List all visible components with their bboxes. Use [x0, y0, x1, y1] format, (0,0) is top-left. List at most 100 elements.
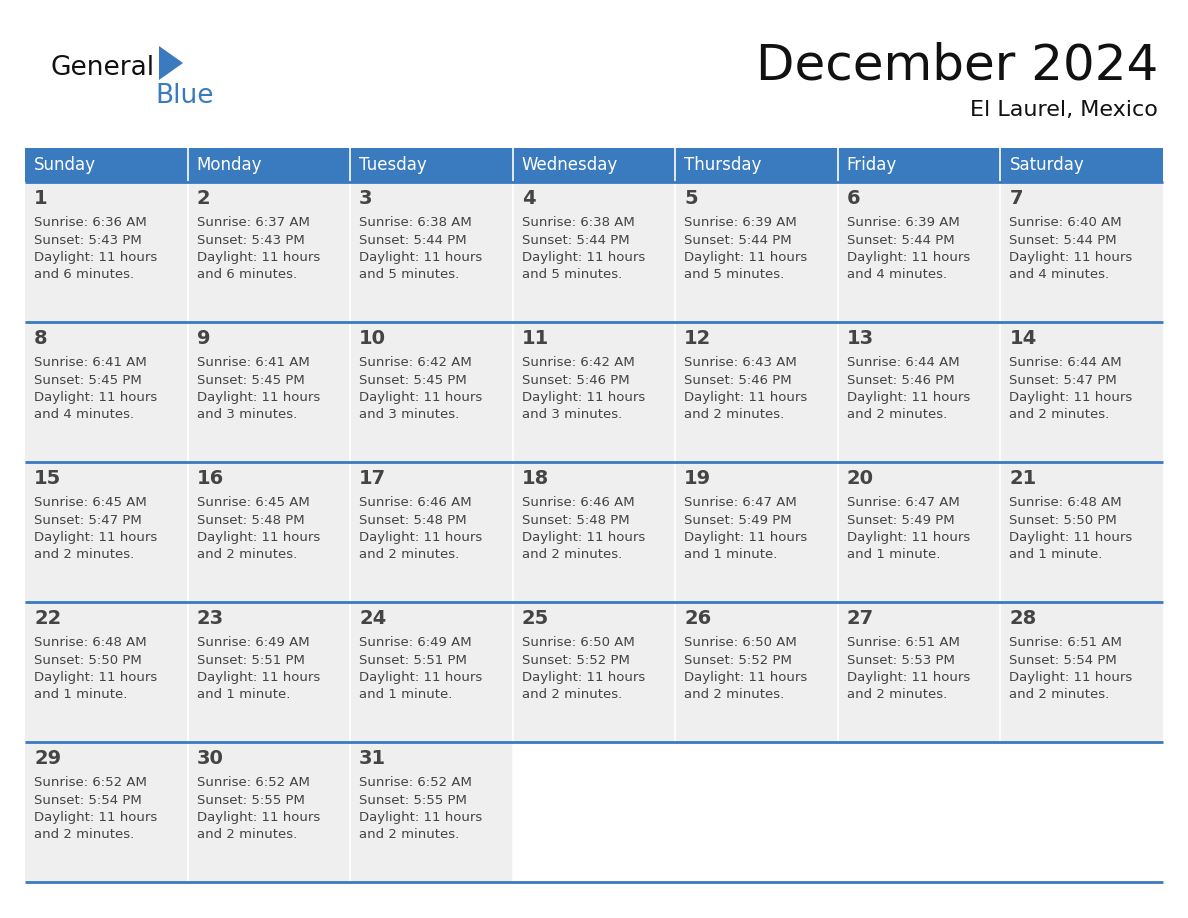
Text: 31: 31	[359, 748, 386, 767]
Text: Sunrise: 6:50 AM: Sunrise: 6:50 AM	[684, 635, 797, 648]
Text: Sunset: 5:53 PM: Sunset: 5:53 PM	[847, 654, 955, 666]
Text: Sunset: 5:54 PM: Sunset: 5:54 PM	[34, 793, 141, 807]
Text: Sunrise: 6:48 AM: Sunrise: 6:48 AM	[1010, 496, 1121, 509]
Bar	[513, 182, 675, 322]
Text: 11: 11	[522, 329, 549, 348]
Text: Sunset: 5:44 PM: Sunset: 5:44 PM	[847, 233, 954, 247]
Text: and 2 minutes.: and 2 minutes.	[522, 548, 623, 562]
Bar	[350, 602, 513, 742]
Text: Sunset: 5:45 PM: Sunset: 5:45 PM	[196, 374, 304, 386]
Text: Sunrise: 6:44 AM: Sunrise: 6:44 AM	[1010, 355, 1121, 368]
Text: Sunrise: 6:38 AM: Sunrise: 6:38 AM	[522, 216, 634, 229]
Text: 14: 14	[1010, 329, 1037, 348]
Text: General: General	[50, 55, 154, 81]
Text: and 3 minutes.: and 3 minutes.	[196, 409, 297, 421]
Text: 23: 23	[196, 609, 223, 628]
Text: Sunset: 5:43 PM: Sunset: 5:43 PM	[196, 233, 304, 247]
Text: Sunset: 5:45 PM: Sunset: 5:45 PM	[34, 374, 141, 386]
Bar	[1000, 462, 1163, 602]
Bar	[513, 602, 675, 742]
Text: 18: 18	[522, 468, 549, 487]
Text: and 3 minutes.: and 3 minutes.	[522, 409, 623, 421]
Text: Sunset: 5:52 PM: Sunset: 5:52 PM	[522, 654, 630, 666]
Bar	[25, 742, 188, 882]
Text: and 5 minutes.: and 5 minutes.	[684, 268, 784, 282]
Text: Sunset: 5:44 PM: Sunset: 5:44 PM	[684, 233, 792, 247]
Text: Sunrise: 6:36 AM: Sunrise: 6:36 AM	[34, 216, 147, 229]
Bar	[675, 462, 838, 602]
Text: Sunrise: 6:47 AM: Sunrise: 6:47 AM	[684, 496, 797, 509]
Text: 6: 6	[847, 188, 860, 207]
Text: Daylight: 11 hours: Daylight: 11 hours	[34, 812, 157, 824]
Text: Sunset: 5:51 PM: Sunset: 5:51 PM	[359, 654, 467, 666]
Bar	[513, 742, 675, 882]
Text: Friday: Friday	[847, 156, 897, 174]
Text: Daylight: 11 hours: Daylight: 11 hours	[196, 812, 320, 824]
Text: and 5 minutes.: and 5 minutes.	[522, 268, 623, 282]
Text: 2: 2	[196, 188, 210, 207]
Text: 5: 5	[684, 188, 697, 207]
Bar	[838, 322, 1000, 462]
Text: Sunset: 5:45 PM: Sunset: 5:45 PM	[359, 374, 467, 386]
Text: 20: 20	[847, 468, 874, 487]
Text: Daylight: 11 hours: Daylight: 11 hours	[359, 812, 482, 824]
Text: 1: 1	[34, 188, 48, 207]
Text: Sunrise: 6:41 AM: Sunrise: 6:41 AM	[196, 355, 309, 368]
Text: Sunrise: 6:49 AM: Sunrise: 6:49 AM	[359, 635, 472, 648]
Text: Sunrise: 6:52 AM: Sunrise: 6:52 AM	[196, 776, 309, 789]
Text: 8: 8	[34, 329, 48, 348]
Text: El Laurel, Mexico: El Laurel, Mexico	[971, 100, 1158, 120]
Text: Sunrise: 6:41 AM: Sunrise: 6:41 AM	[34, 355, 147, 368]
Bar	[188, 182, 350, 322]
Text: and 2 minutes.: and 2 minutes.	[684, 409, 784, 421]
Text: Sunrise: 6:46 AM: Sunrise: 6:46 AM	[359, 496, 472, 509]
Text: and 1 minute.: and 1 minute.	[196, 688, 290, 701]
Text: Wednesday: Wednesday	[522, 156, 618, 174]
Text: and 2 minutes.: and 2 minutes.	[522, 688, 623, 701]
Bar	[25, 602, 188, 742]
Text: Daylight: 11 hours: Daylight: 11 hours	[359, 252, 482, 264]
Text: Sunset: 5:55 PM: Sunset: 5:55 PM	[359, 793, 467, 807]
Text: and 1 minute.: and 1 minute.	[1010, 548, 1102, 562]
Text: and 2 minutes.: and 2 minutes.	[847, 688, 947, 701]
Bar	[675, 182, 838, 322]
Text: and 5 minutes.: and 5 minutes.	[359, 268, 460, 282]
Text: and 2 minutes.: and 2 minutes.	[1010, 688, 1110, 701]
Text: Sunset: 5:43 PM: Sunset: 5:43 PM	[34, 233, 141, 247]
Text: Daylight: 11 hours: Daylight: 11 hours	[522, 532, 645, 544]
Text: and 2 minutes.: and 2 minutes.	[196, 829, 297, 842]
Bar	[350, 462, 513, 602]
Text: Sunrise: 6:51 AM: Sunrise: 6:51 AM	[847, 635, 960, 648]
Text: Sunrise: 6:45 AM: Sunrise: 6:45 AM	[196, 496, 309, 509]
Text: Sunrise: 6:39 AM: Sunrise: 6:39 AM	[684, 216, 797, 229]
Text: Daylight: 11 hours: Daylight: 11 hours	[196, 532, 320, 544]
Text: Daylight: 11 hours: Daylight: 11 hours	[684, 671, 808, 685]
Text: Sunset: 5:47 PM: Sunset: 5:47 PM	[34, 513, 141, 527]
Text: and 1 minute.: and 1 minute.	[847, 548, 940, 562]
Text: Sunset: 5:49 PM: Sunset: 5:49 PM	[847, 513, 954, 527]
Text: and 2 minutes.: and 2 minutes.	[196, 548, 297, 562]
Text: Daylight: 11 hours: Daylight: 11 hours	[522, 252, 645, 264]
Text: and 1 minute.: and 1 minute.	[684, 548, 778, 562]
Text: Sunset: 5:44 PM: Sunset: 5:44 PM	[1010, 233, 1117, 247]
Text: 10: 10	[359, 329, 386, 348]
Text: 24: 24	[359, 609, 386, 628]
Bar	[25, 182, 188, 322]
Text: Daylight: 11 hours: Daylight: 11 hours	[34, 532, 157, 544]
Text: Sunrise: 6:44 AM: Sunrise: 6:44 AM	[847, 355, 960, 368]
Text: 25: 25	[522, 609, 549, 628]
Text: and 2 minutes.: and 2 minutes.	[34, 829, 134, 842]
Text: Sunset: 5:46 PM: Sunset: 5:46 PM	[684, 374, 792, 386]
Bar	[188, 462, 350, 602]
Text: and 6 minutes.: and 6 minutes.	[34, 268, 134, 282]
Text: Sunrise: 6:52 AM: Sunrise: 6:52 AM	[34, 776, 147, 789]
Text: and 2 minutes.: and 2 minutes.	[1010, 409, 1110, 421]
Text: 15: 15	[34, 468, 62, 487]
Text: Daylight: 11 hours: Daylight: 11 hours	[1010, 252, 1132, 264]
Bar	[838, 462, 1000, 602]
Text: Monday: Monday	[196, 156, 263, 174]
Text: 22: 22	[34, 609, 62, 628]
Bar	[350, 182, 513, 322]
Text: Daylight: 11 hours: Daylight: 11 hours	[359, 532, 482, 544]
Text: 9: 9	[196, 329, 210, 348]
